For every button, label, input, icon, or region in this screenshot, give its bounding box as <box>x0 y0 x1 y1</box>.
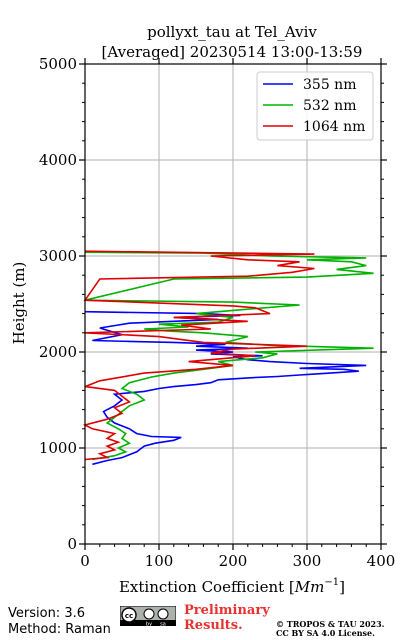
copyright-notice: © TROPOS & TAU 2023. CC BY SA 4.0 Licens… <box>276 620 384 638</box>
legend-label: 532 nm <box>303 98 356 114</box>
version-text: Version: 3.6 <box>8 606 85 621</box>
copyright-line-2: CC BY SA 4.0 License. <box>276 628 375 638</box>
y-tick-label: 5000 <box>39 55 77 73</box>
x-axis-label-text: Extinction Coefficient [ <box>119 578 295 596</box>
x-tick-label: 200 <box>219 552 248 570</box>
x-tick-label: 0 <box>80 552 90 570</box>
by-icon-label: by <box>146 622 152 627</box>
y-tick-label: 1000 <box>39 439 77 457</box>
x-axis-label-close: ] <box>339 578 345 596</box>
cc-icon <box>121 607 137 623</box>
y-tick-label: 0 <box>67 535 77 553</box>
preliminary-line-2: Results. <box>184 618 243 633</box>
chart-title: pollyxt_tau at Tel_Aviv <box>147 23 317 41</box>
by-icon <box>143 608 155 620</box>
series-layer <box>82 250 374 466</box>
legend: 355 nm 532 nm 1064 nm <box>256 71 374 141</box>
preliminary-line-1: Preliminary <box>184 603 270 618</box>
x-tick-label: 100 <box>145 552 174 570</box>
legend-label: 1064 nm <box>303 119 365 135</box>
x-axis-label-unit: Mm <box>294 578 325 596</box>
legend-box <box>256 71 374 141</box>
x-axis-label-exponent: −1 <box>324 577 339 588</box>
y-axis-label: Height (m) <box>10 262 28 345</box>
y-tick-label: 4000 <box>39 151 77 169</box>
y-tick-label: 2000 <box>39 343 77 361</box>
y-tick-label: 3000 <box>39 247 77 265</box>
legend-label: 355 nm <box>303 77 356 93</box>
method-text: Method: Raman <box>8 622 111 637</box>
copyright-line-1: © TROPOS & TAU 2023. <box>276 619 385 629</box>
series-line-355-nm <box>84 310 367 466</box>
preliminary-label: Preliminary Results. <box>184 603 270 633</box>
chart-subtitle: [Averaged] 20230514 13:00-13:59 <box>102 43 363 61</box>
sa-icon <box>157 608 169 620</box>
cc-icon-label: cc <box>125 612 133 620</box>
sa-icon-label: sa <box>160 622 166 627</box>
cc-license-badge: cc by sa <box>120 606 176 626</box>
series-line-1064-nm <box>82 250 315 461</box>
x-axis-label: Extinction Coefficient [Mm−1] <box>119 577 345 596</box>
x-tick-label: 300 <box>293 552 322 570</box>
x-tick-label: 400 <box>367 552 396 570</box>
